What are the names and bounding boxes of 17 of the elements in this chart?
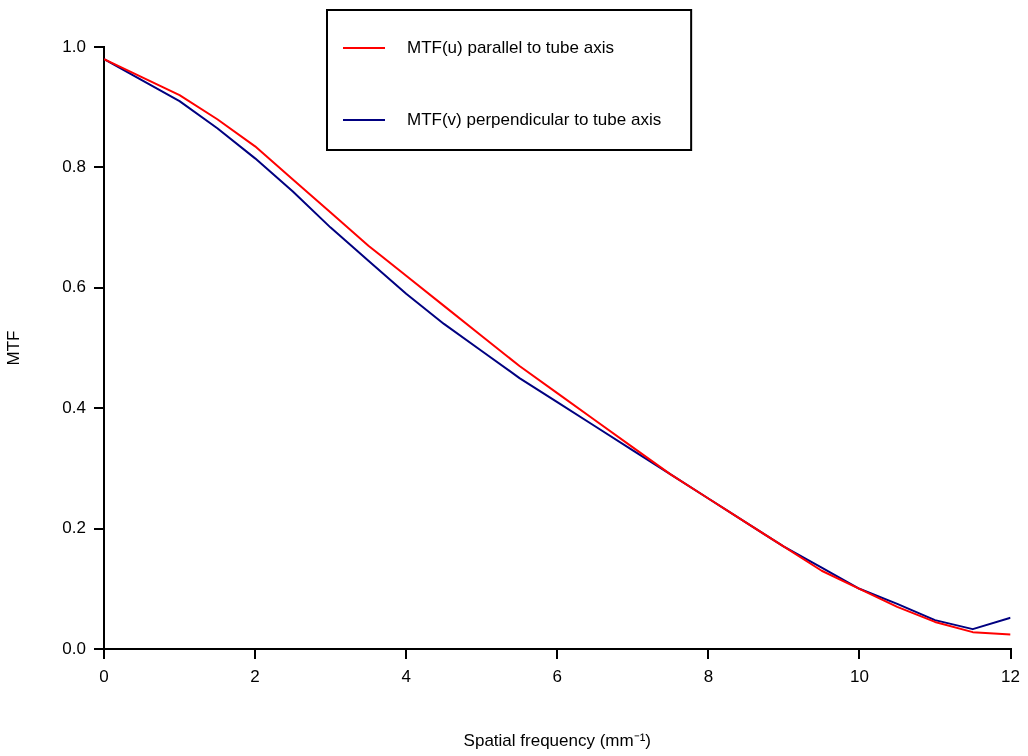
y-axis-title: MTF [3,330,23,366]
y-tick-label: 1.0 [62,36,86,56]
x-axis-title: Spatial frequency (mm⁻¹) [463,731,651,751]
x-tick-label: 6 [552,666,563,686]
y-tick-label: 0.2 [62,518,86,538]
y-tick-label: 0.0 [62,638,86,658]
x-tick-label: 2 [250,666,260,686]
x-tick-label: 8 [703,666,714,686]
x-tick-label: 10 [849,666,869,686]
x-tick-label: 4 [401,666,411,686]
legend-label: MTF(v) perpendicular to tube axis [407,109,662,129]
y-tick-label: 0.6 [62,277,86,297]
y-tick-label: 0.8 [62,157,86,177]
x-tick-label: 12 [1001,666,1021,686]
y-tick-label: 0.4 [62,397,86,417]
x-tick-label: 0 [99,666,109,686]
legend-label: MTF(u) parallel to tube axis [407,37,614,57]
